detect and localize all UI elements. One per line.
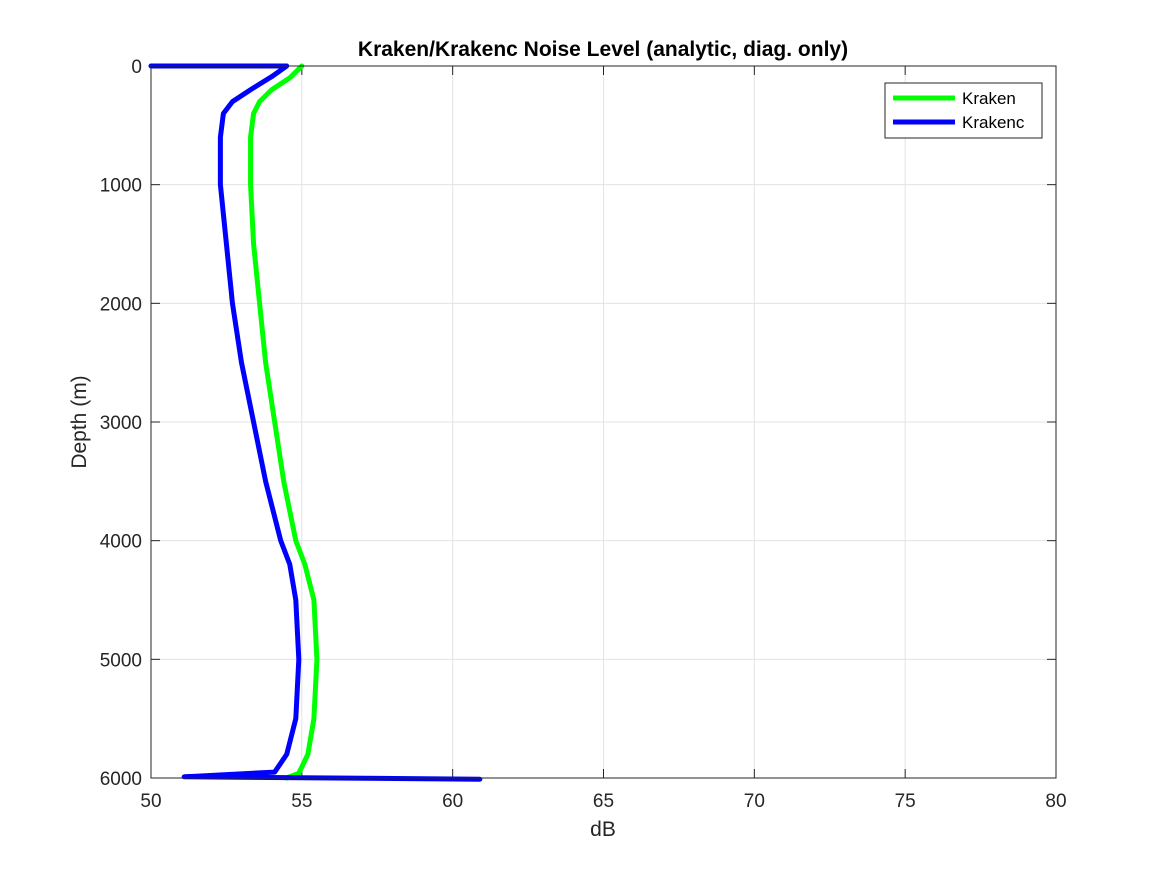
y-tick-label: 6000 (100, 769, 142, 790)
series-line-krakenc (148, 63, 483, 782)
x-tick-label: 70 (744, 791, 765, 812)
x-tick-label: 80 (1045, 791, 1066, 812)
x-tick-label: 60 (442, 791, 463, 812)
y-tick-label: 1000 (100, 176, 142, 197)
legend-label-kraken: Kraken (962, 89, 1016, 108)
data-series (148, 63, 483, 782)
x-tick-labels: 50 55 60 65 70 75 80 (140, 791, 1066, 812)
plot-frame (150, 65, 1057, 779)
y-tick-label: 0 (131, 57, 142, 78)
x-axis-label: dB (590, 818, 616, 841)
x-tick-label: 75 (895, 791, 916, 812)
x-tick-label: 50 (140, 791, 161, 812)
chart-title: Kraken/Krakenc Noise Level (analytic, di… (358, 38, 848, 61)
legend: Kraken Krakenc (884, 82, 1043, 139)
y-tick-label: 3000 (100, 413, 142, 434)
y-tick-label: 4000 (100, 532, 142, 553)
x-tick-label: 65 (593, 791, 614, 812)
y-axis-label: Depth (m) (68, 375, 91, 468)
series-line-kraken (248, 63, 320, 781)
y-tick-label: 5000 (100, 650, 142, 671)
y-tick-label: 2000 (100, 294, 142, 315)
legend-label-krakenc: Krakenc (962, 113, 1025, 132)
x-tick-label: 55 (291, 791, 312, 812)
legend-box (884, 82, 1043, 139)
y-tick-labels: 0 1000 2000 3000 4000 5000 6000 (100, 57, 142, 790)
